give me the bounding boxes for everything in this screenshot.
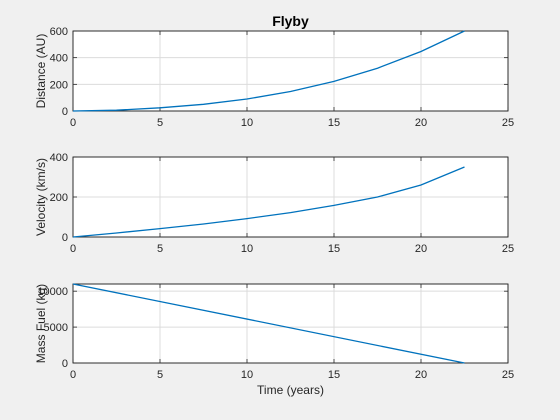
y-axis-label: Mass Fuel (kg) xyxy=(34,284,48,363)
x-tick-label: 15 xyxy=(328,117,340,129)
chart-panel-1: 0 5 10 15 20 25 0 200 400 600 Flyby Distance (AU) xyxy=(34,13,514,129)
y-tick-label: 0 xyxy=(62,358,68,370)
x-tick-label: 20 xyxy=(415,369,427,381)
y-tick-label: 5000 xyxy=(44,322,68,334)
x-tick-label: 20 xyxy=(415,117,427,129)
x-tick-label: 5 xyxy=(157,243,163,255)
chart-title: Flyby xyxy=(272,13,309,29)
y-tick-label: 200 xyxy=(50,79,68,91)
data-series-line xyxy=(72,283,465,364)
data-series-line xyxy=(72,30,465,112)
x-tick-label: 5 xyxy=(157,117,163,129)
plot-area xyxy=(72,30,509,112)
y-tick-label: 400 xyxy=(50,152,68,164)
x-tick-label: 25 xyxy=(502,117,514,129)
y-tick-label: 200 xyxy=(50,192,68,204)
y-tick-label: 10000 xyxy=(37,286,68,298)
plot-area xyxy=(72,283,509,364)
y-tick-label: 0 xyxy=(62,232,68,244)
axes-frame xyxy=(72,283,509,364)
x-tick-label: 20 xyxy=(415,243,427,255)
x-tick-label: 25 xyxy=(502,243,514,255)
x-axis-label: Time (years) xyxy=(257,383,324,397)
x-tick-label: 10 xyxy=(241,117,253,129)
x-tick-label: 0 xyxy=(70,243,76,255)
y-tick-label: 600 xyxy=(50,26,68,38)
x-tick-label: 10 xyxy=(241,369,253,381)
y-axis-label: Velocity (km/s) xyxy=(34,158,48,236)
y-tick-label: 0 xyxy=(62,106,68,118)
x-tick-label: 25 xyxy=(502,369,514,381)
y-tick-label: 400 xyxy=(50,53,68,65)
y-axis-label: Distance (AU) xyxy=(34,34,48,109)
data-series-line xyxy=(72,166,465,238)
axes-frame xyxy=(72,30,509,112)
x-tick-label: 0 xyxy=(70,117,76,129)
x-tick-label: 0 xyxy=(70,369,76,381)
x-tick-label: 15 xyxy=(328,243,340,255)
x-tick-label: 15 xyxy=(328,369,340,381)
x-tick-label: 10 xyxy=(241,243,253,255)
x-tick-label: 5 xyxy=(157,369,163,381)
